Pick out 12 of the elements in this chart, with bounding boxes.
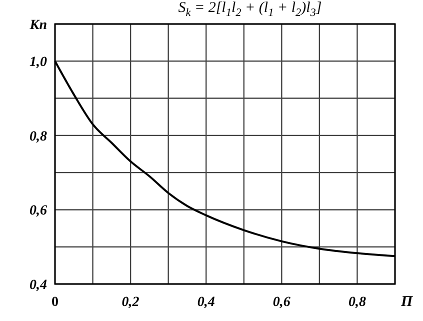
x-tick-label: 0,4: [197, 295, 215, 310]
x-tick-label: 0,8: [348, 295, 366, 310]
y-tick-label: 0,8: [30, 129, 47, 144]
x-axis-title: П: [400, 294, 414, 310]
y-tick-label: 0,4: [30, 278, 47, 293]
y-tick-label: 0,6: [30, 204, 47, 219]
x-tick-label: 0: [52, 295, 58, 310]
y-axis-title: Кп: [28, 18, 48, 33]
x-tick-label: 0,6: [272, 295, 290, 310]
x-tick-label: 0,2: [122, 295, 140, 310]
y-tick-label: 1,0: [30, 55, 47, 70]
chart-title: S$_{k}$ = 2[l$_{1}$l$_{2}$ + (l$_{1}$ + l$_{2}$)l$_{3}$]: [178, 0, 322, 19]
